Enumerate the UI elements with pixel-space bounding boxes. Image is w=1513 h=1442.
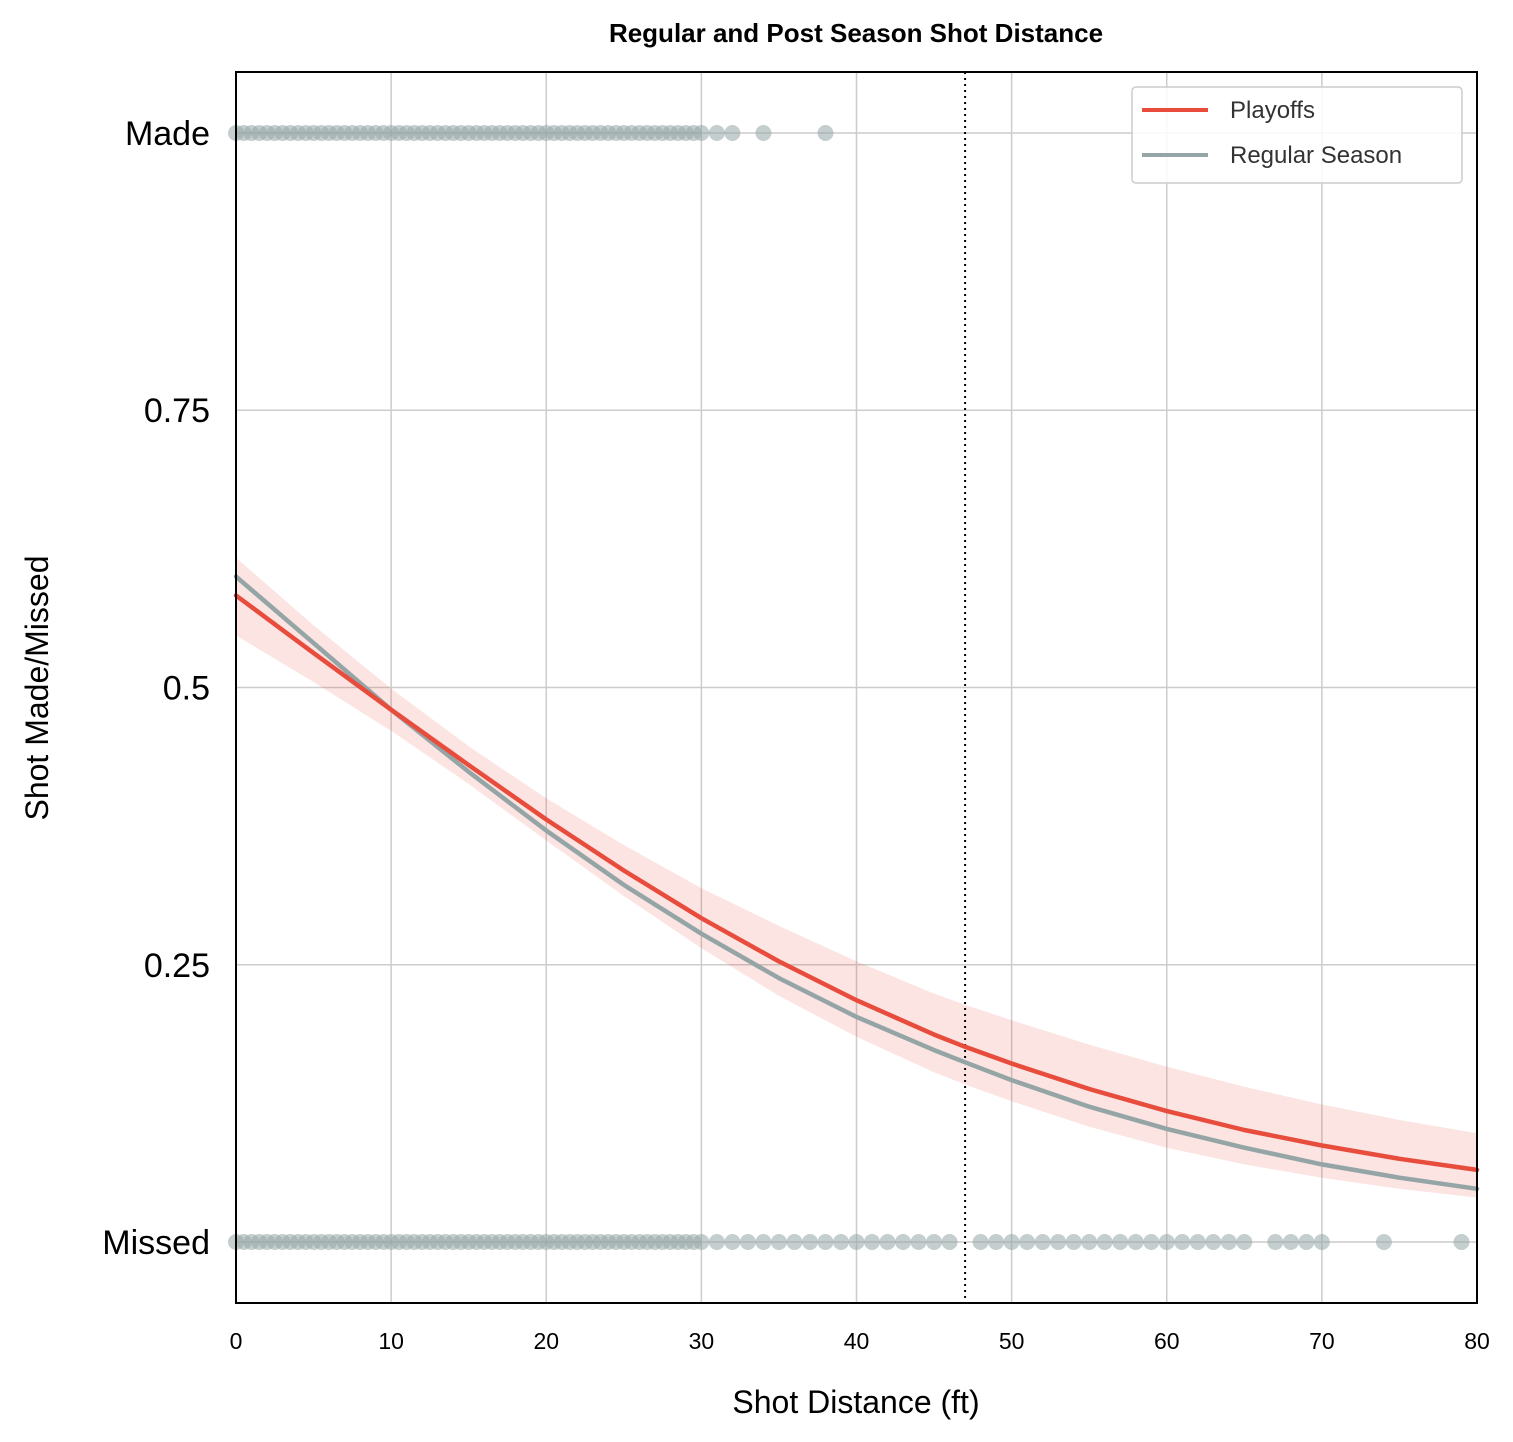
made-shot-point bbox=[708, 124, 725, 141]
legend-label-regular-season: Regular Season bbox=[1230, 142, 1402, 169]
missed-shot-point bbox=[1205, 1234, 1222, 1251]
missed-shot-point bbox=[1096, 1234, 1113, 1251]
missed-shot-point bbox=[895, 1234, 912, 1251]
playoffs-confidence-band bbox=[236, 557, 1477, 1198]
missed-shot-point bbox=[972, 1234, 989, 1251]
legend: Playoffs Regular Season bbox=[1131, 86, 1463, 184]
missed-shot-point bbox=[910, 1234, 927, 1251]
scatter-points bbox=[228, 124, 1470, 1251]
missed-shot-point bbox=[988, 1234, 1005, 1251]
missed-shot-point bbox=[1127, 1234, 1144, 1251]
made-shot-point bbox=[755, 124, 772, 141]
y-tick-label: 0.75 bbox=[144, 392, 210, 430]
missed-shot-point bbox=[1050, 1234, 1067, 1251]
x-tick-labels: 0 10 20 30 40 50 60 70 80 bbox=[230, 1328, 1490, 1354]
missed-shot-point bbox=[739, 1234, 756, 1251]
missed-shot-point bbox=[926, 1234, 943, 1251]
missed-shot-point bbox=[1313, 1234, 1330, 1251]
missed-shot-point bbox=[832, 1234, 849, 1251]
plot-frame bbox=[235, 71, 1478, 1304]
x-tick-label: 30 bbox=[689, 1328, 715, 1354]
missed-shot-point bbox=[1236, 1234, 1253, 1251]
missed-shot-point bbox=[1220, 1234, 1237, 1251]
y-tick-label: 0.5 bbox=[163, 670, 210, 708]
missed-shot-point bbox=[1453, 1234, 1470, 1251]
x-tick-label: 80 bbox=[1464, 1328, 1490, 1354]
missed-shot-point bbox=[1158, 1234, 1175, 1251]
missed-shot-point bbox=[755, 1234, 772, 1251]
x-tick-label: 70 bbox=[1309, 1328, 1335, 1354]
missed-shot-point bbox=[941, 1234, 958, 1251]
missed-shot-point bbox=[1174, 1234, 1191, 1251]
missed-shot-point bbox=[1019, 1234, 1036, 1251]
missed-shot-point bbox=[1081, 1234, 1098, 1251]
x-tick-label: 10 bbox=[378, 1328, 404, 1354]
missed-shot-point bbox=[1189, 1234, 1206, 1251]
missed-shot-point bbox=[786, 1234, 803, 1251]
missed-shot-point bbox=[1065, 1234, 1082, 1251]
confidence-band bbox=[236, 557, 1477, 1198]
missed-shot-point bbox=[770, 1234, 787, 1251]
x-axis-label: Shot Distance (ft) bbox=[732, 1384, 979, 1420]
missed-shot-point bbox=[1267, 1234, 1284, 1251]
missed-shot-point bbox=[1034, 1234, 1051, 1251]
regular-season-line bbox=[233, 574, 1480, 1192]
missed-shot-point bbox=[817, 1234, 834, 1251]
legend-label-playoffs: Playoffs bbox=[1230, 97, 1315, 124]
x-tick-label: 40 bbox=[844, 1328, 870, 1354]
y-axis-label: Shot Made/Missed bbox=[19, 555, 55, 820]
missed-shot-point bbox=[1282, 1234, 1299, 1251]
missed-shot-point bbox=[864, 1234, 881, 1251]
missed-shot-point bbox=[1375, 1234, 1392, 1251]
y-tick-label: Made bbox=[125, 115, 210, 153]
x-tick-label: 60 bbox=[1154, 1328, 1180, 1354]
playoffs-line bbox=[233, 593, 1480, 1173]
x-tick-label: 50 bbox=[999, 1328, 1025, 1354]
missed-shot-point bbox=[1112, 1234, 1129, 1251]
missed-shot-point bbox=[1003, 1234, 1020, 1251]
y-tick-label: Missed bbox=[102, 1224, 210, 1262]
x-tick-label: 0 bbox=[230, 1328, 243, 1354]
series-lines bbox=[233, 574, 1480, 1192]
missed-shot-point bbox=[708, 1234, 725, 1251]
made-shot-point bbox=[817, 124, 834, 141]
missed-shot-point bbox=[801, 1234, 818, 1251]
missed-shot-point bbox=[1298, 1234, 1315, 1251]
made-shot-point bbox=[724, 124, 741, 141]
missed-shot-point bbox=[693, 1234, 710, 1251]
y-tick-labels: Missed 0.25 0.5 0.75 Made bbox=[102, 115, 210, 1262]
missed-shot-point bbox=[724, 1234, 741, 1251]
legend-box bbox=[1131, 86, 1463, 184]
chart-title: Regular and Post Season Shot Distance bbox=[609, 18, 1103, 48]
x-tick-label: 20 bbox=[533, 1328, 559, 1354]
missed-shot-point bbox=[1143, 1234, 1160, 1251]
missed-shot-point bbox=[848, 1234, 865, 1251]
y-tick-label: 0.25 bbox=[144, 947, 210, 985]
made-shot-point bbox=[693, 124, 710, 141]
missed-shot-point bbox=[879, 1234, 896, 1251]
